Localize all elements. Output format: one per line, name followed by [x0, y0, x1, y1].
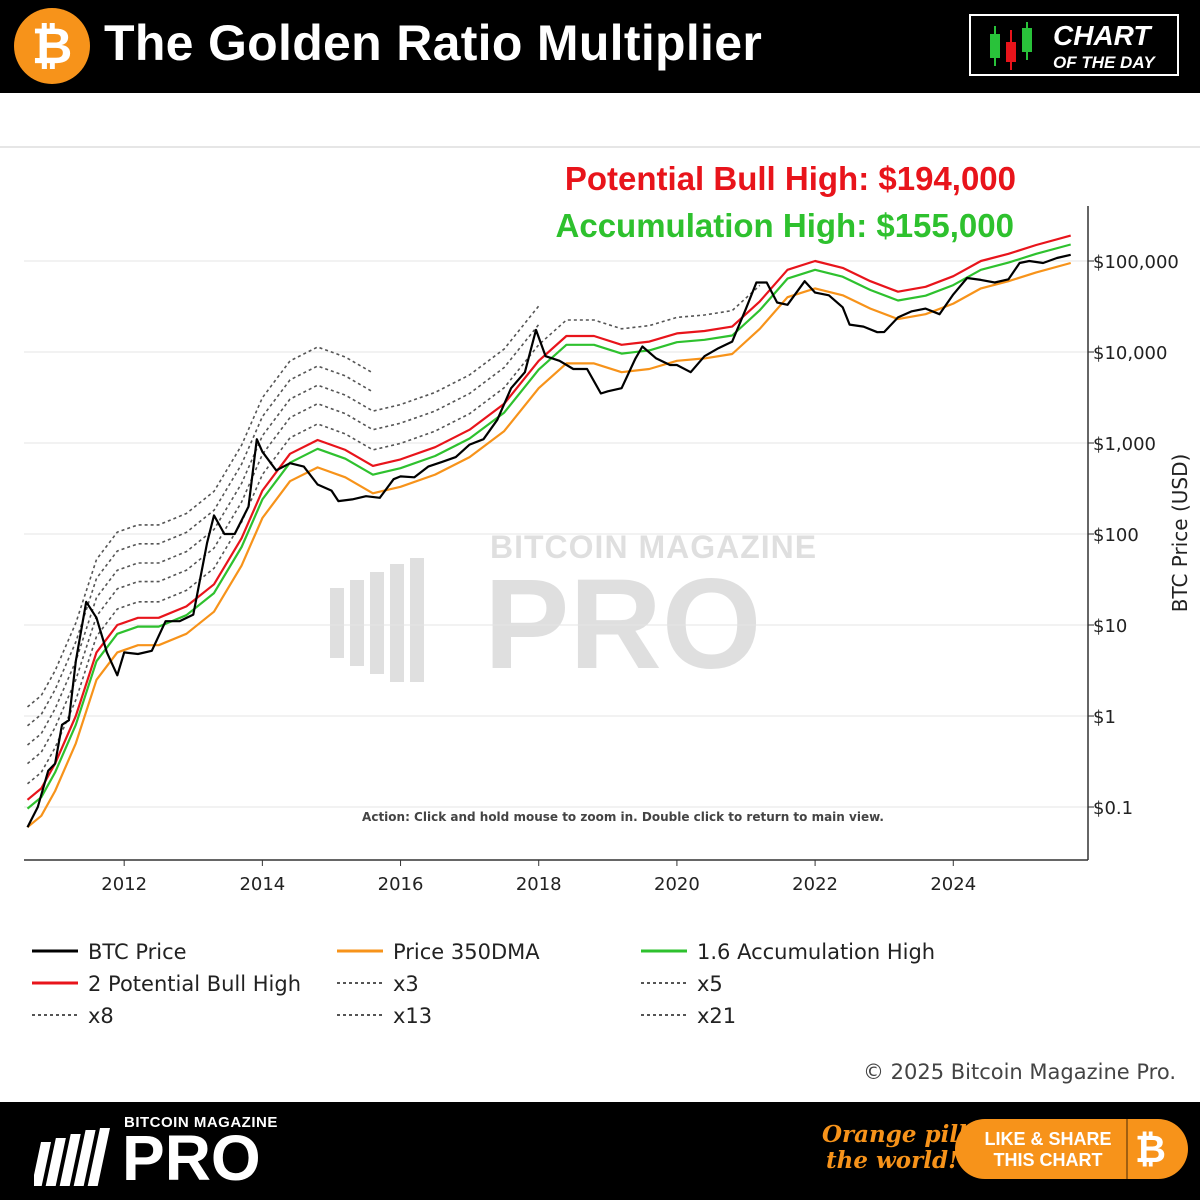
series-btc-price	[26, 253, 1071, 828]
y-tick-label: $100	[1093, 525, 1139, 546]
tagline-line1: Orange pill	[822, 1121, 967, 1148]
button-divider	[1126, 1119, 1128, 1179]
legend-label: x13	[393, 1004, 433, 1028]
x-tick-label: 2012	[101, 874, 147, 895]
badge-line2: OF THE DAY	[1053, 53, 1155, 72]
legend-label: Price 350DMA	[393, 940, 540, 964]
legend-swatch	[337, 1014, 383, 1016]
legend-label: x8	[88, 1004, 114, 1028]
copyright: © 2025 Bitcoin Magazine Pro.	[862, 1060, 1176, 1084]
watermark: BITCOIN MAGAZINE PRO	[330, 529, 817, 696]
tagline-line2: the world!	[826, 1147, 959, 1174]
legend-swatch	[32, 981, 78, 985]
legend-label: 1.6 Accumulation High	[697, 940, 936, 964]
like-share-label: LIKE & SHARE THIS CHART	[973, 1129, 1123, 1171]
legend-label: x3	[393, 972, 419, 996]
series-x8	[26, 305, 540, 746]
zoom-instruction: Action: Click and hold mouse to zoom in.…	[362, 810, 884, 824]
golden-ratio-chart[interactable]: BITCOIN MAGAZINE PRO $0.1 $1 $10 $100 $1,000…	[0, 148, 1200, 908]
legend-label: BTC Price	[88, 940, 187, 964]
chart-of-the-day-badge: CHART OF THE DAY	[969, 14, 1179, 76]
y-tick-label: $100,000	[1093, 252, 1179, 273]
series-price-350dma	[26, 261, 1071, 829]
divider	[0, 146, 1200, 148]
series-x5	[26, 324, 540, 765]
grid	[24, 260, 1088, 808]
series-x13	[26, 365, 374, 727]
x-tick-label: 2020	[654, 874, 700, 895]
bitcoin-icon: ₿	[14, 8, 90, 84]
y-axis-label: BTC Price (USD)	[1168, 454, 1192, 613]
legend-swatch	[337, 949, 383, 953]
y-tick-label: $10	[1093, 616, 1127, 637]
x-tick-label: 2024	[930, 874, 976, 895]
pro-logo-icon	[34, 1128, 110, 1186]
axes: $0.1 $1 $10 $100 $1,000 $10,000 $100,000 2012 20…	[24, 206, 1179, 895]
footer-bar: BITCOIN MAGAZINE PRO Orange pill the wor…	[0, 1102, 1200, 1200]
legend-label: x5	[697, 972, 723, 996]
y-tick-label: $10,000	[1093, 343, 1167, 364]
series-2-potential-bull-high	[26, 234, 1071, 801]
legend-swatch	[32, 949, 78, 953]
series-layer	[26, 234, 1071, 829]
legend: BTC Price Price 350DMA 1.6 Accumulation Hi…	[0, 930, 1200, 1040]
x-tick-label: 2022	[792, 874, 838, 895]
y-tick-label: $1,000	[1093, 434, 1156, 455]
legend-swatch	[641, 1014, 687, 1016]
series-x3	[26, 284, 761, 785]
series-x21	[26, 346, 374, 708]
bitcoin-icon: ₿	[1135, 1127, 1166, 1171]
legend-swatch	[337, 982, 383, 984]
cta-line1: LIKE & SHARE	[984, 1129, 1112, 1149]
legend-swatch	[641, 949, 687, 953]
legend-label: 2 Potential Bull High	[88, 972, 302, 996]
tagline: Orange pill the world!	[822, 1122, 967, 1174]
header-bar: ₿ The Golden Ratio Multiplier CHART OF T…	[0, 0, 1200, 93]
annotation-bull-high: Potential Bull High: $194,000	[565, 160, 1016, 197]
x-tick-label: 2016	[378, 874, 424, 895]
legend-swatch	[32, 1014, 78, 1016]
candlestick-icon	[990, 22, 1032, 70]
svg-text:BITCOIN MAGAZINE: BITCOIN MAGAZINE	[490, 529, 817, 565]
annotation-accumulation-high: Accumulation High: $155,000	[556, 207, 1014, 244]
brand-big: PRO	[122, 1122, 261, 1194]
y-tick-label: $1	[1093, 707, 1116, 728]
legend-swatch	[641, 982, 687, 984]
legend-label: x21	[697, 1004, 737, 1028]
brand-small: BITCOIN MAGAZINE	[124, 1114, 278, 1131]
x-tick-label: 2014	[239, 874, 285, 895]
x-tick-label: 2018	[516, 874, 562, 895]
cta-line2: THIS CHART	[993, 1150, 1103, 1170]
page-title: The Golden Ratio Multiplier	[104, 15, 763, 71]
like-share-button[interactable]: LIKE & SHARE THIS CHART ₿	[955, 1119, 1188, 1179]
series-1-6-accumulation-high	[26, 243, 1071, 810]
y-tick-label: $0.1	[1093, 798, 1133, 819]
badge-line1: CHART	[1053, 20, 1151, 51]
